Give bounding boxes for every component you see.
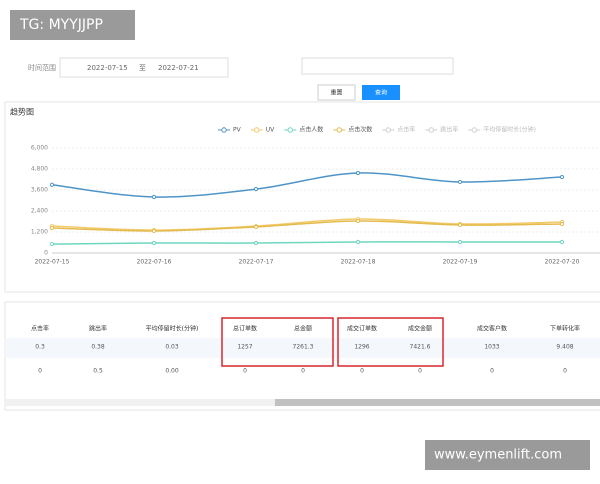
- point: [151, 240, 157, 246]
- reset-label: 重置: [330, 89, 342, 97]
- chart: 0 1,200 2,400 3,600 4,800 6,000 2022-07-15 2022…: [31, 126, 600, 266]
- point: [355, 239, 361, 245]
- table-cell: 0: [38, 368, 42, 375]
- y-tick-label: 0: [44, 250, 48, 257]
- point: [559, 174, 565, 180]
- legend-label[interactable]: UV: [266, 127, 275, 134]
- table: 点击率 跳出率 平均停留时长(分钟) 总订单数 总金额 成交订单数 成交金额 成交客户数 下单转…: [31, 325, 580, 375]
- input[interactable]: [301, 57, 454, 75]
- end-date: 2022-07-21: [158, 64, 199, 72]
- point: [355, 170, 361, 176]
- table-cell: 9.408: [556, 344, 573, 351]
- table-cell: 0.5: [93, 368, 103, 375]
- table-cell: 1033: [484, 344, 499, 351]
- x-tick-label: 2022-07-20: [545, 259, 580, 266]
- date-range[interactable]: [59, 57, 229, 78]
- column-header: 点击率: [31, 325, 49, 333]
- table-cell: 7261.3: [293, 344, 314, 351]
- point: [49, 182, 55, 187]
- query-button[interactable]: [362, 85, 400, 100]
- point: [49, 241, 55, 247]
- point: [253, 240, 259, 246]
- chart-panel: [4, 101, 600, 293]
- table-cell: 1296: [354, 344, 369, 351]
- start-date: 2022-07-15: [87, 64, 128, 72]
- point: [355, 218, 361, 224]
- watermark: www.eymenlift.com: [434, 448, 562, 463]
- table-cell: 0: [243, 368, 247, 375]
- x-tick-label: 2022-07-17: [239, 259, 274, 266]
- table-cell: 0.00: [165, 368, 179, 375]
- column-header: 成交金额: [408, 325, 432, 333]
- series-line: [51, 218, 563, 231]
- legend-label[interactable]: 点击次数: [348, 126, 372, 134]
- x-tick-label: 2022-07-19: [443, 259, 478, 266]
- reset-button[interactable]: [317, 84, 356, 101]
- separator: 至: [139, 64, 146, 72]
- legend-label[interactable]: 点击率: [397, 126, 415, 134]
- table-cell: 0.03: [165, 344, 179, 351]
- point: [559, 239, 565, 245]
- table-cell: 0: [563, 368, 567, 375]
- query-label: 查询: [375, 89, 387, 97]
- point: [457, 179, 463, 185]
- column-header: 总订单数: [233, 325, 257, 333]
- watermark-box: [425, 440, 590, 470]
- point: [151, 194, 157, 200]
- legend-marker: [336, 127, 342, 133]
- legend-marker: [385, 127, 391, 133]
- point: [151, 228, 157, 234]
- column-header: 跳出率: [89, 325, 107, 333]
- y-tick-label: 3,600: [31, 187, 48, 194]
- watermark-box: [10, 10, 135, 40]
- series-line: [51, 220, 563, 232]
- legend-marker: [221, 127, 227, 133]
- table-cell: 0.3: [35, 344, 45, 351]
- row-highlight: [5, 338, 600, 358]
- legend-marker: [254, 127, 260, 133]
- section-title: 趋势图: [10, 107, 34, 117]
- x-tick-label: 2022-07-18: [341, 259, 376, 266]
- x-tick-label: 2022-07-16: [137, 259, 172, 266]
- legend-marker: [471, 127, 477, 133]
- table-cell: 1257: [237, 344, 252, 351]
- table-cell: 0: [490, 368, 494, 375]
- y-tick-label: 6,000: [31, 145, 48, 152]
- watermark: TG: MYYJJPP: [19, 17, 103, 33]
- legend-marker: [287, 127, 293, 133]
- column-header: 总金额: [294, 325, 312, 333]
- table-cell: 0.38: [91, 344, 105, 351]
- legend-label[interactable]: PV: [233, 127, 242, 134]
- legend-label[interactable]: 跳出率: [440, 126, 458, 134]
- column-header: 成交客户数: [477, 325, 507, 333]
- filter-label: 时间范围: [28, 63, 56, 72]
- point: [253, 187, 259, 192]
- column-header: 成交订单数: [347, 325, 377, 333]
- table-cell: 0: [301, 368, 305, 375]
- table-cell: 0: [418, 368, 422, 375]
- legend-label[interactable]: 平均停留时长(分钟): [483, 126, 536, 134]
- column-header: 下单转化率: [550, 325, 580, 333]
- point: [49, 225, 55, 231]
- scrollbar-thumb[interactable]: [275, 399, 600, 406]
- point: [457, 239, 463, 245]
- x-tick-label: 2022-07-15: [35, 259, 70, 266]
- y-tick-label: 1,200: [31, 229, 48, 236]
- point: [253, 224, 259, 230]
- legend-marker: [428, 127, 434, 133]
- y-tick-label: 2,400: [31, 208, 48, 215]
- column-header: 平均停留时长(分钟): [146, 325, 199, 333]
- point: [457, 222, 463, 228]
- point: [559, 221, 565, 227]
- legend-label[interactable]: 点击人数: [299, 126, 323, 134]
- y-tick-label: 4,800: [31, 166, 48, 173]
- series-line: [51, 241, 562, 245]
- table-cell: 7421.6: [410, 344, 431, 351]
- table-cell: 0: [360, 368, 364, 375]
- highlight-box: [221, 317, 334, 367]
- series-line: [51, 172, 563, 198]
- highlight-box: [337, 317, 444, 367]
